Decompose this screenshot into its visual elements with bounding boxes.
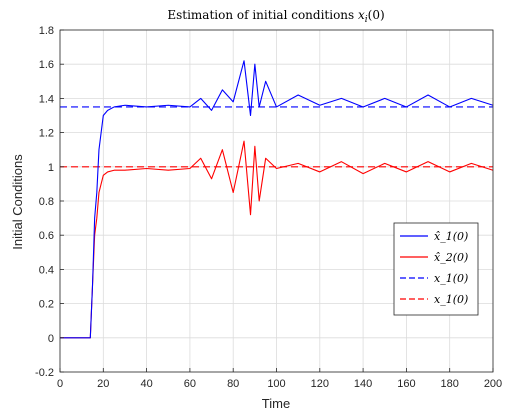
x-tick-label: 60 <box>184 378 196 390</box>
legend-label: x_1(0) <box>434 272 468 285</box>
x-tick-label: 200 <box>484 378 502 390</box>
y-tick-label: 1 <box>48 162 54 174</box>
y-tick-label: -0.2 <box>35 367 54 379</box>
series-line <box>60 60 494 339</box>
x-tick-label: 80 <box>227 378 239 390</box>
y-tick-label: 1.4 <box>39 93 54 105</box>
y-tick-label: 1.6 <box>39 59 54 71</box>
y-tick-label: 0.6 <box>39 230 54 242</box>
x-tick-label: 140 <box>354 378 372 390</box>
chart-title: Estimation of initial conditions xi(0) <box>167 8 384 25</box>
y-tick-label: 1.2 <box>39 128 54 140</box>
x-tick-label: 100 <box>267 378 285 390</box>
y-tick-label: 1.8 <box>39 25 54 37</box>
series-line <box>60 140 494 339</box>
x-tick-label: 180 <box>441 378 459 390</box>
plot-area: 0 20 40 60 80 100 120 140 160 180 200-0.200.20.40.… <box>35 25 502 390</box>
legend-label: x̂_1(0) <box>434 230 468 243</box>
series-layer <box>60 60 494 339</box>
legend-label: x_1(0) <box>434 293 468 306</box>
x-tick-label: 0 <box>57 378 63 390</box>
x-axis-label: Time <box>262 396 290 411</box>
x-tick-label: 20 <box>97 378 109 390</box>
y-tick-label: 0.2 <box>39 299 54 311</box>
tick-labels: 0 20 40 60 80 100 120 140 160 180 200-0.200.20.40.… <box>35 25 502 390</box>
y-tick-label: 0.8 <box>39 196 54 208</box>
y-tick-label: 0 <box>48 333 54 345</box>
legend-label: x̂_2(0) <box>434 251 468 264</box>
legend-box <box>393 222 479 316</box>
x-tick-label: 120 <box>311 378 329 390</box>
y-axis-label: Initial Conditions <box>10 154 25 250</box>
x-tick-label: 160 <box>397 378 415 390</box>
y-tick-label: 0.4 <box>39 264 54 276</box>
legend: x̂_1(0) x̂_2(0) x_1(0) x_1(0) <box>393 222 479 316</box>
x-tick-label: 40 <box>140 378 152 390</box>
